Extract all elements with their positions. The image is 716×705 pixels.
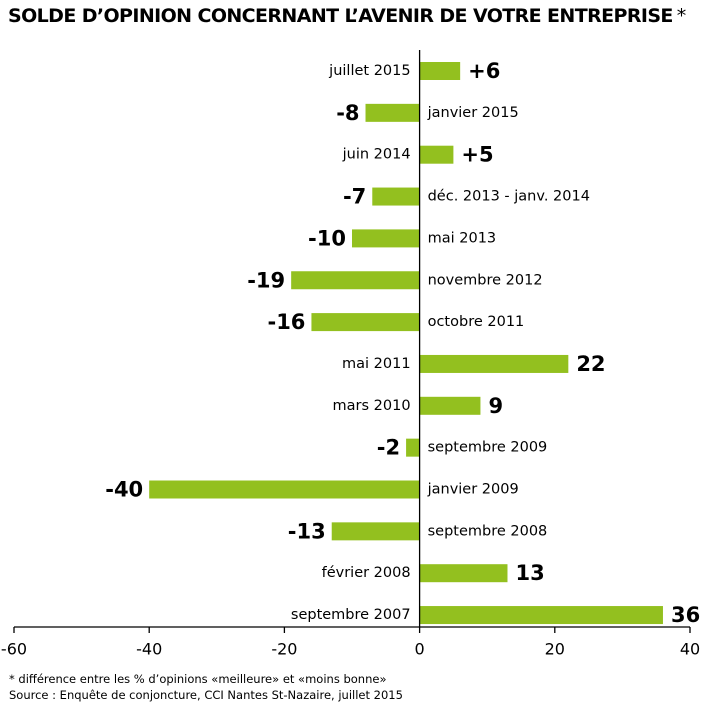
bar-chart: juillet 2015 +6 janvier 2015 -8 juin 2014 +5 d… <box>1 50 700 659</box>
data-label: 36 <box>671 603 700 627</box>
category-label: septembre 2009 <box>428 440 548 456</box>
data-label: -13 <box>288 519 326 543</box>
bar-7 <box>419 354 569 373</box>
bar-4 <box>352 229 420 248</box>
data-label: 9 <box>488 394 503 418</box>
bar-3 <box>372 187 420 206</box>
category-label: octobre 2011 <box>428 314 525 330</box>
bar-11 <box>331 522 420 541</box>
category-label: septembre 2008 <box>428 523 548 539</box>
x-tick-label: -60 <box>1 640 27 659</box>
category-label: janvier 2009 <box>427 482 519 498</box>
chart-title-text: SOLDE D’OPINION CONCERNANT L’AVENIR DE V… <box>8 5 673 27</box>
bar-13 <box>419 606 663 625</box>
bar-2 <box>419 145 454 164</box>
data-label: -8 <box>336 101 359 125</box>
data-label: -2 <box>377 436 400 460</box>
category-label: février 2008 <box>322 565 411 581</box>
category-label: novembre 2012 <box>428 272 543 288</box>
x-tick-label: 40 <box>680 640 700 659</box>
data-label: -7 <box>343 185 366 209</box>
bar-12 <box>419 564 508 583</box>
category-label: janvier 2015 <box>427 105 519 121</box>
x-tick-label: 20 <box>545 640 565 659</box>
bar-10 <box>149 480 420 499</box>
bar-5 <box>291 271 420 290</box>
category-label: déc. 2013 - janv. 2014 <box>428 189 590 205</box>
data-label: -16 <box>267 310 305 334</box>
bar-1 <box>365 103 420 122</box>
data-label: +6 <box>468 59 500 83</box>
bar-8 <box>419 396 481 415</box>
category-label: mars 2010 <box>333 398 411 414</box>
data-label: -10 <box>308 226 346 250</box>
source-note: Source : Enquête de conjoncture, CCI Nan… <box>9 688 403 702</box>
bar-9 <box>406 438 420 457</box>
category-label: juin 2014 <box>342 147 411 163</box>
data-label: +5 <box>461 143 493 167</box>
x-tick-label: 0 <box>415 640 425 659</box>
bar-6 <box>311 313 420 332</box>
x-tick-label: -40 <box>136 640 162 659</box>
category-label: septembre 2007 <box>291 607 411 623</box>
footnote: * différence entre les % d’opinions «mei… <box>9 672 387 686</box>
chart-title: SOLDE D’OPINION CONCERNANT L’AVENIR DE V… <box>8 2 714 30</box>
chart-title-mark: * <box>676 5 687 27</box>
x-tick-label: -20 <box>271 640 297 659</box>
category-label: mai 2013 <box>428 230 497 246</box>
data-label: -19 <box>247 268 285 292</box>
category-label: juillet 2015 <box>328 63 410 79</box>
data-label: 22 <box>576 352 605 376</box>
data-label: 13 <box>515 561 544 585</box>
bar-0 <box>419 62 461 80</box>
category-label: mai 2011 <box>342 356 411 372</box>
data-label: -40 <box>105 478 143 502</box>
